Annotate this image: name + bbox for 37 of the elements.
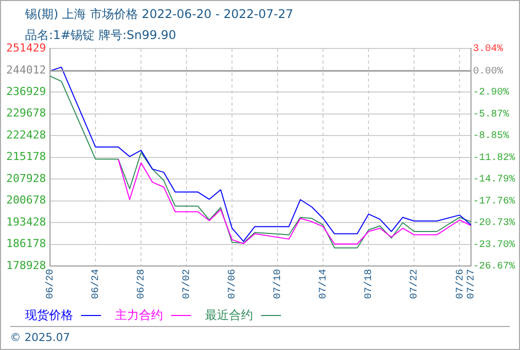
y2-tick-label: -8.85% bbox=[473, 131, 510, 142]
text: © 2025.07 bbox=[10, 331, 70, 344]
x-tick-label: 07/18 bbox=[363, 269, 376, 300]
y2-tick-label: 3.04% bbox=[473, 44, 504, 56]
y2-tick-label: -2.90% bbox=[473, 88, 510, 99]
x-tick-label: 07/02 bbox=[181, 269, 194, 300]
x-tick-label: 06/28 bbox=[136, 269, 148, 300]
y-tick-label: 200678 bbox=[6, 194, 46, 207]
y-tick-label: 251429 bbox=[6, 41, 46, 54]
y2-tick-label: 0.00% bbox=[473, 66, 504, 78]
y2-tick-label: -17.76% bbox=[473, 196, 516, 208]
y-tick-label: 229678 bbox=[6, 106, 46, 120]
y2-tick-label: -20.73% bbox=[473, 218, 516, 230]
chart-subtitle: 品名:1#锡锭 牌号:Sn99.90 bbox=[25, 27, 176, 43]
legend-label: 主力合约 bbox=[115, 308, 163, 322]
x-tick-label: 06/24 bbox=[90, 269, 102, 300]
y2-tick-label: -5.87% bbox=[473, 109, 510, 120]
y-tick-label: 186178 bbox=[6, 237, 46, 250]
y2-tick-label: -11.82% bbox=[473, 152, 516, 164]
y-tick-label: 193428 bbox=[6, 215, 46, 228]
legend-label: 现货价格 bbox=[25, 308, 73, 322]
legend-label: 最近合约 bbox=[205, 308, 253, 322]
y-tick-label: 236929 bbox=[6, 84, 46, 98]
x-tick-label: 07/06 bbox=[226, 269, 239, 300]
x-tick-label: 07/14 bbox=[318, 269, 330, 300]
y-tick-label: 178928 bbox=[6, 258, 46, 272]
x-tick-label: 07/10 bbox=[272, 269, 284, 300]
x-tick-label: 07/26 bbox=[454, 269, 466, 300]
y2-tick-label: -23.70% bbox=[473, 240, 516, 251]
y-tick-label: 222428 bbox=[6, 128, 46, 142]
x-tick-label: 07/22 bbox=[408, 269, 421, 300]
chart-title: 锡(期) 上海 市场价格 2022-06-20 - 2022-07-27 bbox=[25, 6, 294, 23]
y-tick-label: 244012 bbox=[6, 64, 46, 77]
y-tick-label: 207928 bbox=[6, 172, 46, 185]
y2-tick-label: -14.79% bbox=[473, 174, 516, 186]
x-tick-label: 06/20 bbox=[44, 269, 57, 300]
y-tick-label: 215178 bbox=[6, 150, 46, 164]
